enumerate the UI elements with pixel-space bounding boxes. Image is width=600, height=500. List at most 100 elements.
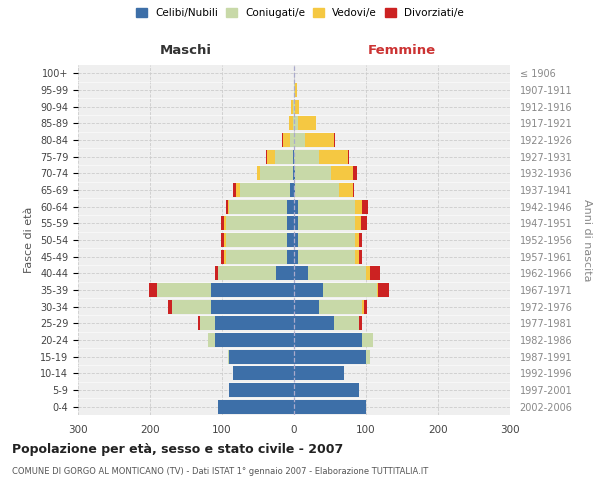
Bar [233, 183, 236, 197]
Bar [266, 150, 268, 164]
Bar [353, 183, 355, 197]
Bar [168, 300, 172, 314]
Bar [294, 100, 295, 114]
Text: Femmine: Femmine [368, 44, 436, 58]
Bar [294, 400, 366, 414]
Legend: Celibi/Nubili, Coniugati/e, Vedovi/e, Divorziati/e: Celibi/Nubili, Coniugati/e, Vedovi/e, Di… [133, 5, 467, 21]
Bar [348, 150, 349, 164]
Text: Maschi: Maschi [160, 44, 212, 58]
Bar [294, 250, 298, 264]
Bar [362, 200, 368, 214]
Bar [294, 133, 305, 147]
Bar [295, 166, 331, 180]
Bar [295, 83, 297, 97]
Bar [305, 133, 334, 147]
Bar [319, 150, 348, 164]
Bar [287, 250, 294, 264]
Bar [198, 316, 200, 330]
Bar [218, 266, 276, 280]
Bar [362, 333, 373, 347]
Bar [224, 250, 226, 264]
Bar [211, 300, 294, 314]
Bar [294, 83, 295, 97]
Bar [293, 166, 294, 180]
Bar [298, 116, 316, 130]
Bar [257, 166, 260, 180]
Bar [224, 216, 226, 230]
Bar [290, 133, 294, 147]
Bar [295, 183, 338, 197]
Bar [355, 250, 359, 264]
Bar [295, 100, 299, 114]
Bar [233, 366, 294, 380]
Bar [298, 200, 355, 214]
Bar [226, 216, 287, 230]
Bar [366, 350, 370, 364]
Bar [287, 200, 294, 214]
Bar [236, 183, 240, 197]
Bar [334, 316, 359, 330]
Bar [240, 183, 290, 197]
Bar [290, 183, 294, 197]
Y-axis label: Fasce di età: Fasce di età [25, 207, 34, 273]
Bar [359, 316, 362, 330]
Bar [308, 266, 366, 280]
Bar [218, 400, 294, 414]
Bar [294, 366, 344, 380]
Bar [355, 200, 362, 214]
Bar [229, 350, 294, 364]
Bar [157, 283, 211, 297]
Bar [172, 300, 211, 314]
Bar [268, 150, 275, 164]
Bar [294, 333, 362, 347]
Bar [294, 166, 295, 180]
Bar [338, 183, 353, 197]
Bar [282, 133, 283, 147]
Bar [355, 233, 359, 247]
Bar [208, 333, 215, 347]
Bar [215, 333, 294, 347]
Bar [294, 300, 319, 314]
Bar [226, 250, 287, 264]
Bar [211, 283, 294, 297]
Bar [289, 116, 293, 130]
Bar [294, 233, 298, 247]
Text: Popolazione per età, sesso e stato civile - 2007: Popolazione per età, sesso e stato civil… [12, 442, 343, 456]
Bar [294, 116, 298, 130]
Bar [221, 216, 224, 230]
Bar [370, 266, 380, 280]
Bar [298, 250, 355, 264]
Bar [228, 350, 229, 364]
Bar [355, 216, 361, 230]
Bar [149, 283, 157, 297]
Bar [334, 133, 335, 147]
Bar [275, 150, 293, 164]
Bar [294, 316, 334, 330]
Bar [294, 200, 298, 214]
Bar [298, 233, 355, 247]
Bar [215, 266, 218, 280]
Bar [276, 266, 294, 280]
Bar [294, 266, 308, 280]
Bar [378, 283, 389, 297]
Bar [215, 316, 294, 330]
Bar [224, 233, 226, 247]
Bar [323, 283, 377, 297]
Bar [359, 250, 362, 264]
Bar [293, 150, 294, 164]
Bar [298, 216, 355, 230]
Bar [366, 266, 370, 280]
Bar [331, 166, 353, 180]
Bar [287, 233, 294, 247]
Bar [294, 383, 359, 397]
Bar [291, 100, 293, 114]
Bar [294, 150, 319, 164]
Bar [361, 216, 367, 230]
Bar [362, 300, 364, 314]
Bar [229, 383, 294, 397]
Bar [226, 233, 287, 247]
Bar [294, 216, 298, 230]
Bar [353, 166, 356, 180]
Text: COMUNE DI GORGO AL MONTICANO (TV) - Dati ISTAT 1° gennaio 2007 - Elaborazione TU: COMUNE DI GORGO AL MONTICANO (TV) - Dati… [12, 468, 428, 476]
Bar [377, 283, 378, 297]
